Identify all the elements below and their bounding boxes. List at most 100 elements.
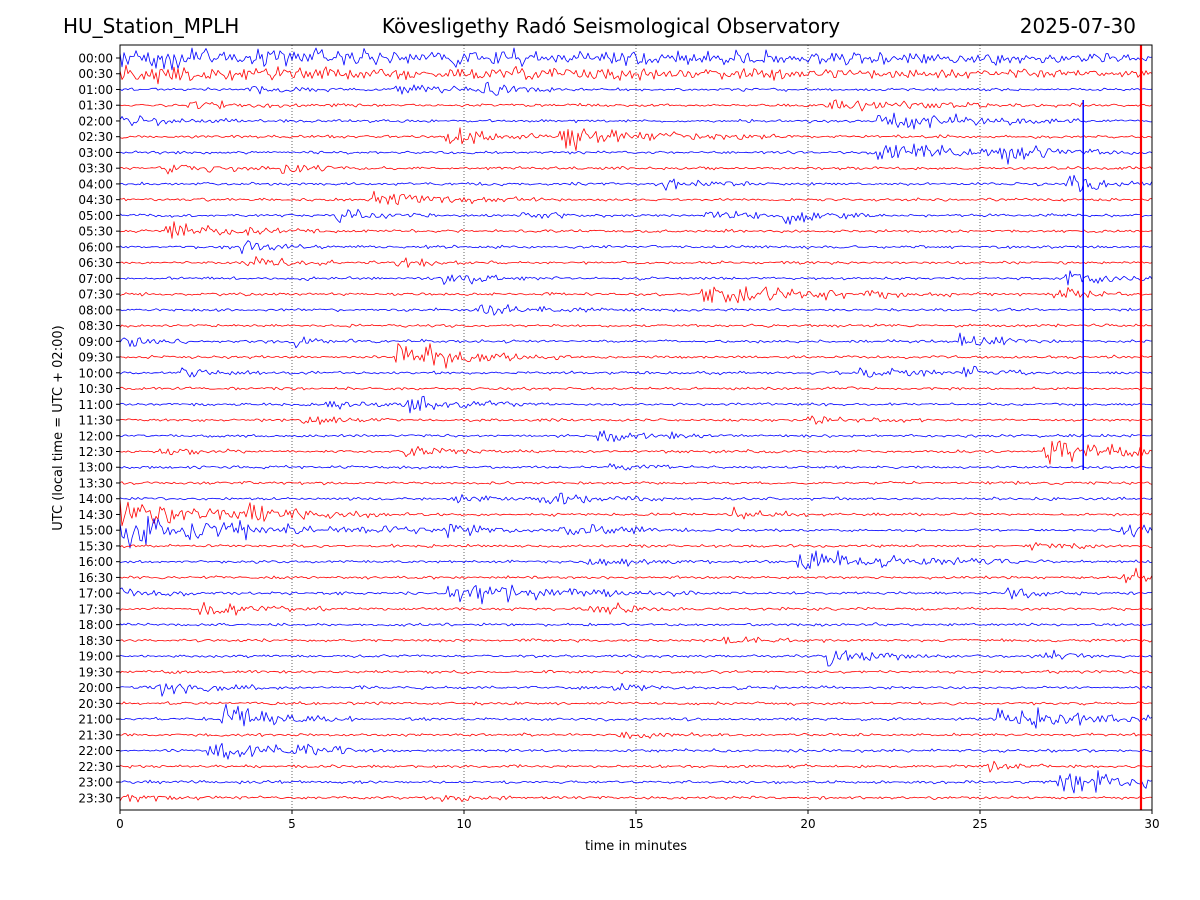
- y-tick-label: 06:00: [78, 240, 113, 254]
- y-tick-label: 05:00: [78, 209, 113, 223]
- y-tick-label: 17:30: [78, 602, 113, 616]
- y-tick-label: 23:00: [78, 776, 113, 790]
- trace-line: [119, 601, 1153, 616]
- trace-line: [119, 430, 1153, 443]
- trace-line: [119, 415, 1153, 425]
- y-tick-label: 08:00: [78, 303, 113, 317]
- y-tick-label: 08:30: [78, 319, 113, 333]
- trace-line: [119, 622, 1153, 627]
- station-label: HU_Station_MPLH: [63, 14, 240, 38]
- trace-line: [119, 81, 1153, 96]
- y-tick-label: 13:30: [78, 476, 113, 490]
- chart-title: Kövesligethy Radó Seismological Observat…: [381, 14, 841, 38]
- trace-line: [119, 164, 1153, 175]
- trace-line: [119, 742, 1153, 760]
- y-tick-label: 03:30: [78, 162, 113, 176]
- trace-line: [119, 515, 1153, 549]
- y-tick-label: 07:00: [78, 272, 113, 286]
- y-tick-label: 21:00: [78, 713, 113, 727]
- trace-line: [119, 240, 1153, 255]
- trace-line: [119, 492, 1153, 505]
- y-tick-label: 12:30: [78, 445, 113, 459]
- y-tick-label: 00:30: [78, 67, 113, 81]
- y-tick-label: 18:30: [78, 634, 113, 648]
- trace-line: [119, 480, 1153, 486]
- trace-line: [119, 542, 1153, 551]
- y-tick-label: 03:00: [78, 146, 113, 160]
- y-tick-label: 05:30: [78, 225, 113, 239]
- y-tick-label: 11:30: [78, 414, 113, 428]
- y-tick-label: 02:00: [78, 114, 113, 128]
- trace-line: [119, 760, 1153, 773]
- trace-line: [119, 395, 1153, 414]
- y-tick-label: 15:00: [78, 524, 113, 538]
- trace-line: [119, 770, 1153, 794]
- trace-line: [119, 286, 1153, 304]
- trace-line: [119, 440, 1153, 465]
- y-tick-label: 13:00: [78, 461, 113, 475]
- trace-line: [119, 190, 1153, 206]
- y-tick-label: 14:30: [78, 508, 113, 522]
- y-tick-label: 04:30: [78, 193, 113, 207]
- trace-line: [119, 256, 1153, 268]
- x-axis-ticks: 0 5 10 15 20 25 30: [116, 810, 1160, 831]
- trace-line: [119, 498, 1153, 527]
- y-tick-label: 19:30: [78, 665, 113, 679]
- trace-line: [119, 649, 1153, 667]
- x-tick-label: 20: [800, 817, 815, 831]
- trace-line: [119, 463, 1153, 471]
- trace-line: [119, 332, 1152, 349]
- trace-line: [120, 731, 1153, 740]
- trace-line: [119, 567, 1153, 584]
- y-tick-label: 02:30: [78, 130, 113, 144]
- y-tick-label: 07:30: [78, 288, 113, 302]
- trace-line: [119, 550, 1153, 570]
- trace-line: [119, 174, 1153, 193]
- x-axis-label: time in minutes: [585, 839, 687, 854]
- seismic-traces: [119, 45, 1153, 810]
- y-tick-label: 09:00: [78, 335, 113, 349]
- y-tick-label: 11:00: [78, 398, 113, 412]
- trace-line: [119, 304, 1153, 316]
- trace-line: [119, 584, 1153, 605]
- y-axis-label: UTC (local time = UTC + 02:00): [51, 325, 66, 530]
- y-tick-label: 12:00: [78, 429, 113, 443]
- trace-line: [119, 64, 1153, 85]
- y-tick-label: 17:00: [78, 587, 113, 601]
- trace-line: [119, 703, 1153, 729]
- trace-line: [119, 112, 1153, 130]
- y-tick-label: 18:00: [78, 618, 113, 632]
- y-tick-label: 01:30: [78, 99, 113, 113]
- y-tick-label: 10:00: [78, 366, 113, 380]
- y-tick-label: 22:30: [78, 760, 113, 774]
- trace-line: [119, 701, 1153, 706]
- y-tick-label: 01:00: [78, 83, 113, 97]
- grid-lines: [291, 45, 981, 810]
- trace-line: [119, 323, 1153, 328]
- trace-line: [119, 636, 1153, 645]
- trace-line: [119, 47, 1153, 71]
- y-tick-label: 04:00: [78, 177, 113, 191]
- trace-line: [119, 365, 1153, 378]
- trace-line: [119, 794, 1153, 803]
- trace-line: [119, 682, 1153, 697]
- y-tick-label: 14:00: [78, 492, 113, 506]
- y-tick-label: 20:30: [78, 697, 113, 711]
- y-tick-label: 09:30: [78, 351, 113, 365]
- y-tick-label: 00:00: [78, 52, 113, 66]
- y-tick-label: 20:00: [78, 681, 113, 695]
- y-tick-label: 21:30: [78, 728, 113, 742]
- y-tick-label: 22:00: [78, 744, 113, 758]
- y-tick-label: 16:30: [78, 571, 113, 585]
- y-tick-label: 15:30: [78, 539, 113, 553]
- date-label: 2025-07-30: [1019, 14, 1136, 38]
- y-tick-label: 16:00: [78, 555, 113, 569]
- trace-line: [119, 221, 1153, 239]
- x-tick-label: 25: [972, 817, 987, 831]
- x-tick-label: 30: [1144, 817, 1159, 831]
- y-tick-label: 10:30: [78, 382, 113, 396]
- trace-line: [119, 127, 1153, 151]
